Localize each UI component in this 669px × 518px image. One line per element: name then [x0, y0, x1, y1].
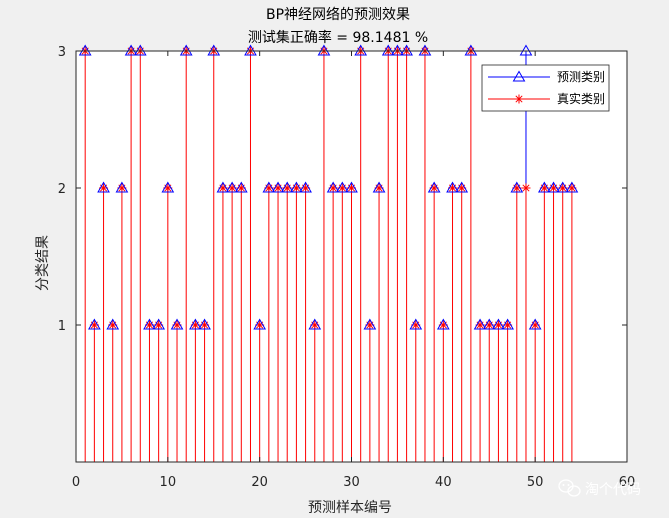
watermark: 淘个代码 [558, 479, 641, 498]
x-tick-label: 20 [251, 475, 268, 490]
watermark-text: 淘个代码 [585, 482, 641, 498]
predicted-point [547, 181, 560, 193]
legend-box [481, 64, 610, 112]
x-tick-label: 40 [435, 475, 452, 490]
chart-title: BP神经网络的预测效果 [266, 7, 410, 23]
predicted-point [198, 318, 211, 330]
predicted-point [537, 181, 551, 193]
predicted-point [372, 181, 386, 193]
predicted-point [492, 318, 505, 330]
y-tick-label: 2 [58, 182, 66, 197]
predicted-point [510, 181, 524, 193]
predicted-point [528, 318, 542, 330]
actual-series-stems [84, 51, 573, 462]
predicted-point [234, 181, 248, 193]
predicted-point [473, 318, 487, 330]
predicted-point [207, 44, 221, 56]
predicted-point [253, 318, 267, 330]
predicted-point [271, 181, 285, 193]
x-tick-label: 10 [160, 475, 177, 490]
predicted-point [87, 318, 101, 330]
predicted-point [106, 318, 120, 330]
predicted-point [464, 44, 478, 56]
predicted-point [418, 44, 432, 56]
wechat-icon [558, 479, 581, 497]
predicted-point [354, 44, 368, 56]
predicted-point [335, 181, 349, 193]
predicted-point [345, 181, 358, 193]
predicted-point [262, 181, 276, 193]
predicted-point [143, 318, 156, 330]
predicted-point [280, 181, 294, 193]
predicted-point [427, 181, 441, 193]
predicted-point [381, 44, 395, 56]
predicted-point [115, 181, 129, 193]
actual-point [521, 183, 531, 193]
legend-predicted-marker [512, 70, 526, 82]
predicted-point [152, 318, 166, 330]
x-tick-label: 0 [72, 475, 80, 490]
legend: 预测类别 真实类别 [481, 64, 610, 112]
predicted-point [556, 181, 570, 193]
x-axis-label: 预测样本编号 [308, 500, 392, 516]
predicted-point [409, 318, 423, 330]
predicted-point [363, 318, 377, 330]
predicted-point [391, 44, 404, 56]
predicted-point [455, 181, 469, 193]
predicted-point [189, 318, 202, 330]
y-tick-label: 1 [58, 319, 66, 334]
legend-predicted-label: 预测类别 [557, 70, 605, 84]
predicted-point [124, 44, 138, 56]
x-axis-ticks: 0 10 20 30 40 50 60 [72, 51, 635, 490]
x-tick-label: 30 [343, 475, 360, 490]
predicted-point [179, 44, 193, 56]
chart-subtitle: 测试集正确率 = 98.1481 % [248, 29, 428, 46]
y-axis-label: 分类结果 [35, 235, 51, 291]
predicted-point [400, 44, 413, 56]
predicted-point [97, 181, 110, 193]
predicted-point [244, 44, 257, 56]
predicted-point [446, 181, 459, 193]
predicted-point [317, 44, 331, 56]
x-tick-label: 60 [619, 475, 636, 490]
y-tick-label: 3 [58, 45, 66, 60]
legend-actual-label: 真实类别 [557, 91, 605, 106]
x-tick-label: 50 [527, 475, 544, 490]
predicted-point [436, 318, 450, 330]
predicted-point [565, 181, 579, 193]
predicted-point [290, 181, 303, 193]
predicted-point [519, 44, 533, 56]
predicted-point [225, 181, 239, 193]
predicted-point [78, 44, 92, 56]
y-axis-ticks: 1 2 3 [58, 45, 627, 334]
predicted-point [170, 318, 184, 330]
predicted-point [326, 181, 340, 193]
predicted-point [308, 318, 322, 330]
predicted-point [161, 181, 175, 193]
predicted-point [501, 318, 514, 330]
predicted-series-markers [78, 44, 579, 330]
legend-actual-marker [514, 94, 524, 104]
predicted-point [482, 318, 496, 330]
predicted-point [216, 181, 230, 193]
predicted-point [133, 44, 147, 56]
predicted-point [299, 181, 312, 193]
